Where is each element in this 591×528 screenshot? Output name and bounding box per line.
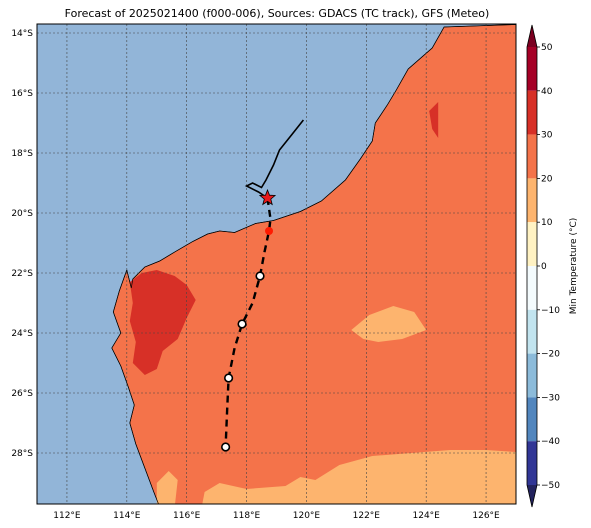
hot-region-pilbara [129, 270, 196, 375]
forecast-point-circle [237, 319, 247, 329]
forecast-point-circle [224, 373, 234, 383]
colorbar-band [527, 397, 537, 442]
forecast-point-circle [255, 271, 265, 281]
colorbar-band [527, 134, 537, 179]
lon-tick-label: 122°E [353, 511, 381, 521]
colorbar-band [527, 353, 537, 398]
map-area [37, 24, 516, 504]
lat-tick-label: 24°S [11, 329, 33, 339]
cool-region-south [202, 450, 516, 504]
lon-tick-label: 124°E [413, 511, 441, 521]
colorbar-band [527, 309, 537, 354]
lat-tick-label: 22°S [11, 269, 33, 279]
colorbar-tick-label: 30 [541, 131, 553, 141]
past-track-line [244, 119, 305, 199]
colorbar-band [527, 441, 537, 485]
lat-tick-label: 28°S [11, 449, 33, 459]
colorbar-band [527, 47, 537, 91]
cool-region-southwest [156, 471, 178, 504]
colorbar-band [527, 90, 537, 135]
coastline [111, 24, 516, 504]
lat-tick-label: 14°S [11, 29, 33, 39]
colorbar-tick-label: −30 [541, 393, 560, 403]
map-title: Forecast of 2025021400 (f000-006), Sourc… [65, 7, 490, 20]
lat-tick-label: 16°S [11, 89, 33, 99]
lon-tick-label: 126°E [472, 511, 500, 521]
lon-tick-label: 116°E [173, 511, 201, 521]
lat-tick-label: 26°S [11, 389, 33, 399]
current-position-star [258, 188, 277, 206]
colorbar-band [527, 222, 537, 266]
longitude-ticks: 112°E 114°E 116°E 118°E 120°E 122°E 124°E 126°E [53, 511, 500, 521]
colorbar-band [527, 178, 537, 223]
hot-region-kimberley [429, 102, 439, 138]
colorbar: 50 40 30 20 10 0 −10 −20 −30 −40 −50 [526, 24, 560, 508]
forecast-point-red [265, 227, 274, 235]
latitude-ticks: 14°S 16°S 18°S 20°S 22°S 24°S 26°S 28°S [11, 29, 33, 459]
forecast-point-circle [221, 442, 231, 452]
lat-tick-label: 20°S [11, 209, 33, 219]
colorbar-extend-bottom [527, 485, 537, 507]
map-frame [36, 23, 517, 505]
colorbar-tick-label: −40 [541, 437, 560, 447]
lon-tick-label: 114°E [113, 511, 141, 521]
colorbar-tick-label: 50 [541, 43, 553, 53]
colorbar-tick-label: 20 [541, 174, 553, 184]
colorbar-tick-label: 40 [541, 87, 553, 97]
lon-tick-label: 112°E [53, 511, 81, 521]
colorbar-tick-label: 0 [541, 262, 547, 272]
colorbar-band [527, 266, 537, 310]
colorbar-tick-label: −50 [541, 481, 560, 491]
colorbar-tick-label: 10 [541, 218, 553, 228]
colorbar-tick-label: −20 [541, 350, 560, 360]
lon-tick-label: 120°E [293, 511, 321, 521]
colorbar-tick-label: −10 [541, 306, 560, 316]
gridlines [37, 24, 516, 504]
forecast-track-line [224, 197, 272, 448]
cyclone-track [221, 119, 305, 452]
colorbar-label: Min Temperature (°C) [569, 218, 579, 315]
lon-tick-label: 118°E [233, 511, 261, 521]
lat-tick-label: 18°S [11, 149, 33, 159]
colorbar-extend-top [527, 25, 537, 47]
